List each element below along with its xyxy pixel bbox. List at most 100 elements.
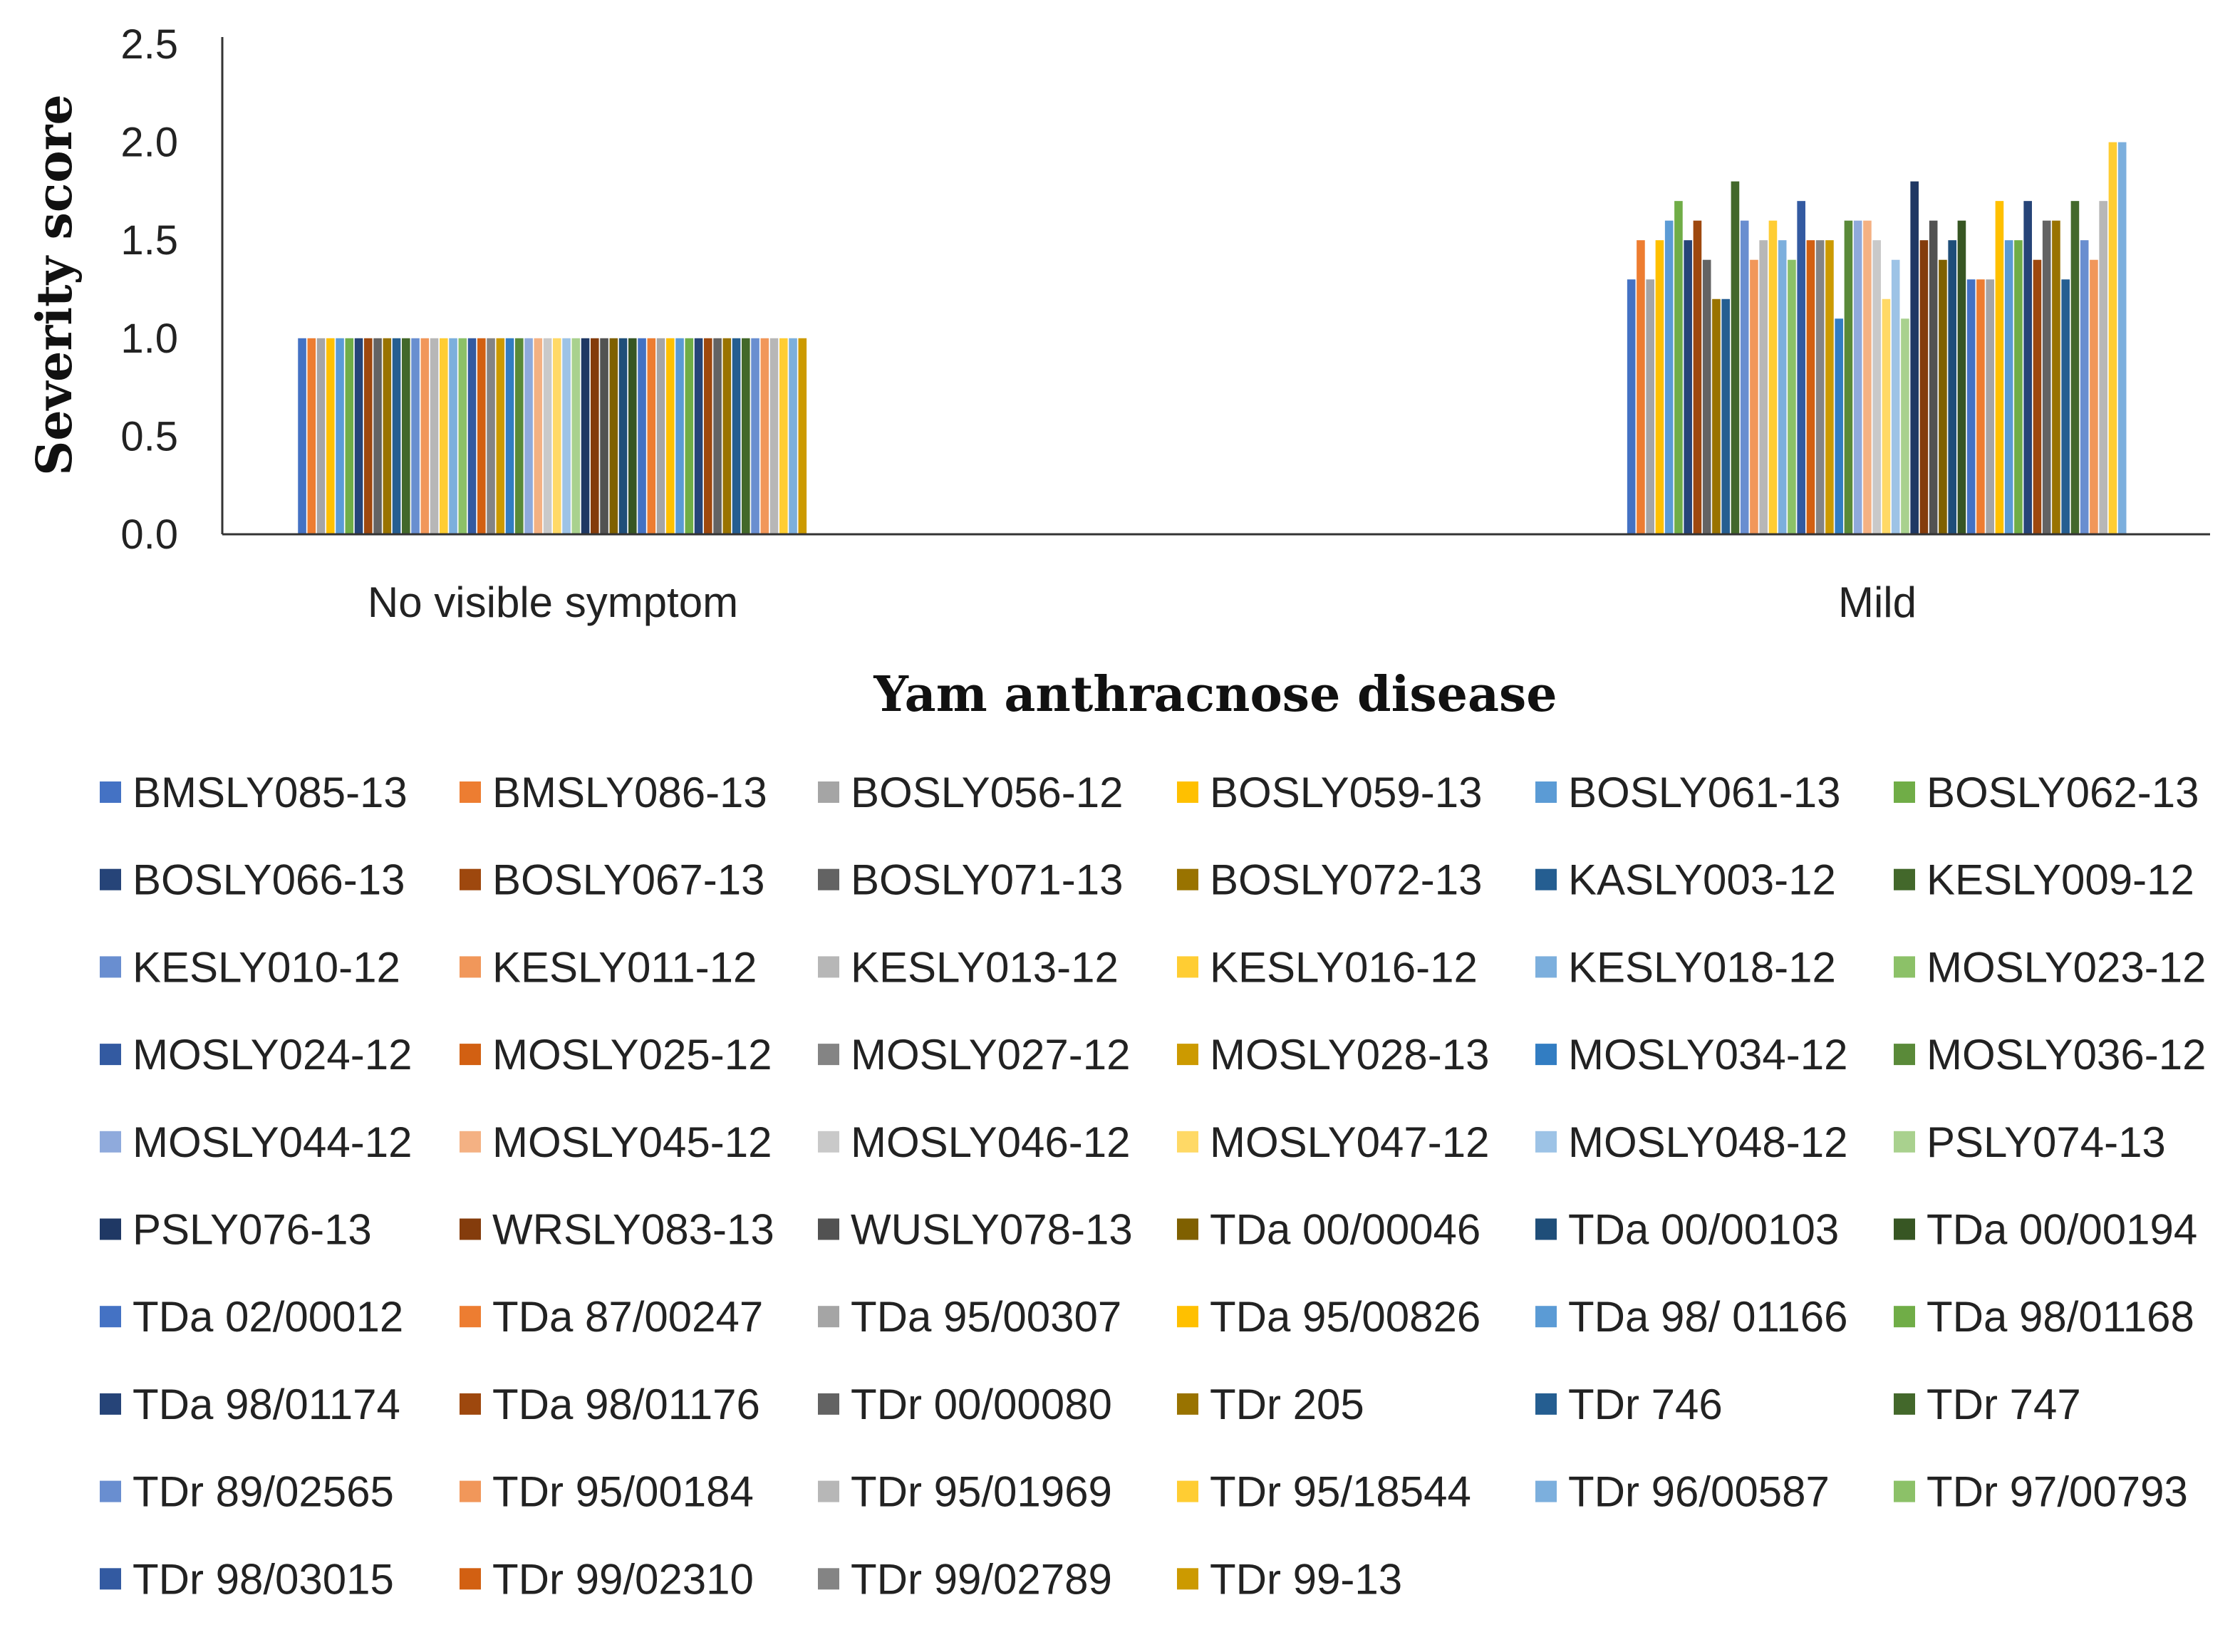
legend-label: TDr 205 [1210,1381,1364,1428]
legend-swatch [1894,781,1915,803]
legend-swatch [1535,1480,1557,1502]
legend-swatch [1894,868,1915,890]
bar [1712,298,1721,534]
legend-label: TDr 95/01969 [851,1468,1112,1516]
bar [742,338,750,534]
legend-label: TDa 95/00826 [1210,1293,1481,1341]
bar [1863,220,1872,534]
bar [345,338,354,534]
bar [2042,220,2051,534]
bar [1995,201,2004,534]
bar [1966,279,1976,534]
legend-swatch [460,1218,481,1240]
bar [543,338,552,534]
legend-label: TDr 97/00793 [1927,1468,2188,1516]
bar [685,338,694,534]
legend-swatch [1894,1393,1915,1415]
legend-swatch [818,956,839,978]
legend-swatch [1535,868,1557,890]
bar [2061,279,2070,534]
bar [628,338,637,534]
axes: 0.0 0.5 1.0 1.5 2.0 2.5 No visible symptom Mild [120,21,2210,626]
legend-swatch [1177,868,1198,890]
legend-label: MOSLY044-12 [133,1118,412,1166]
bar [336,338,344,534]
legend-swatch [818,868,839,890]
legend-swatch [1177,1218,1198,1240]
bar [779,338,788,534]
bar [1684,240,1692,534]
legend-swatch [1535,1306,1557,1328]
legend-swatch [100,1131,121,1153]
bar [769,338,779,534]
legend: BMSLY085-13 BMSLY086-13 BOSLY056-12 BOSLY05… [100,769,2206,1603]
y-tick-label: 2.5 [120,21,178,68]
legend-label: TDa 98/01168 [1927,1293,2194,1341]
y-tick-label: 0.0 [120,511,178,558]
bar [2070,201,2080,534]
bar [307,338,316,534]
legend-label: KESLY011-12 [492,943,757,991]
x-category-label: No visible symptom [368,578,738,626]
bar [524,338,533,534]
bar [1948,240,1956,534]
legend-swatch [1535,1218,1557,1240]
legend-label: MOSLY034-12 [1568,1031,1847,1079]
legend-label: KESLY018-12 [1568,943,1836,991]
bar [2004,240,2013,534]
bar [1664,220,1674,534]
legend-label: KESLY009-12 [1927,856,2194,904]
bar [1759,240,1768,534]
bar [581,338,590,534]
legend-swatch [818,1480,839,1502]
bar [713,338,722,534]
legend-swatch [100,868,121,890]
bar [496,338,505,534]
bar [732,338,741,534]
bar [2117,142,2127,535]
legend-label: KASLY003-12 [1568,856,1836,904]
legend-swatch [460,1306,481,1328]
bar [722,338,732,534]
bar [1788,259,1796,534]
bar [656,338,665,534]
bar [449,338,457,534]
legend-label: TDr 96/00587 [1568,1468,1830,1516]
bar [392,338,401,534]
legend-label: KESLY010-12 [133,943,400,991]
bar [2090,259,2098,534]
bar [1646,279,1654,534]
bar [373,338,382,534]
legend-swatch [1177,1131,1198,1153]
legend-swatch [818,1218,839,1240]
legend-label: MOSLY047-12 [1210,1118,1489,1166]
bar [316,338,326,534]
bar [1750,259,1758,534]
bar [1702,259,1711,534]
bar [477,338,486,534]
bar [1797,201,1805,534]
bar [1891,259,1900,534]
legend-label: BOSLY056-12 [851,769,1123,816]
legend-label: TDa 00/00103 [1568,1206,1839,1254]
bar [2108,142,2117,535]
legend-swatch [100,1306,121,1328]
legend-label: MOSLY036-12 [1927,1031,2206,1079]
bar [1740,220,1749,534]
bar [411,338,420,534]
bar [1627,279,1636,534]
bar [326,338,335,534]
legend-label: TDr 95/00184 [492,1468,754,1516]
bar [2023,201,2032,534]
legend-swatch [1177,956,1198,978]
bar [647,338,656,534]
bar [1731,181,1740,534]
bar [1655,240,1664,534]
bar [609,338,618,534]
legend-swatch [460,956,481,978]
bar [666,338,675,534]
bar [383,338,392,534]
bar [1986,279,1994,534]
bar [1778,240,1787,534]
bar [487,338,495,534]
